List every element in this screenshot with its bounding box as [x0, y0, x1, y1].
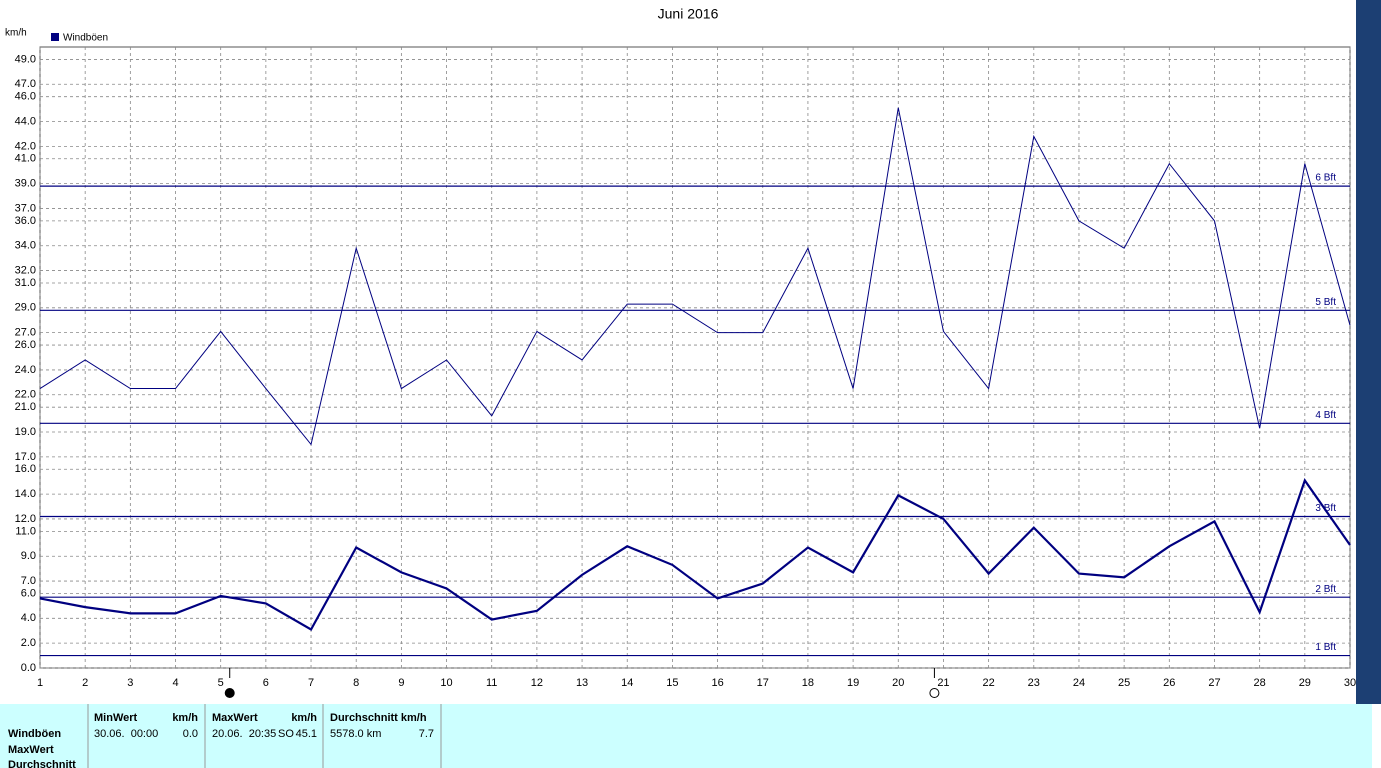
y-tick-label: 31.0 — [15, 277, 36, 289]
y-tick-label: 27.0 — [15, 327, 36, 339]
cell: 5578.0 km — [330, 728, 381, 740]
y-tick-label: 37.0 — [15, 202, 36, 214]
y-tick-label: 19.0 — [15, 426, 36, 438]
moon-marker — [224, 688, 235, 698]
legend-label: Windböen — [63, 33, 108, 44]
x-tick-label: 20 — [892, 677, 904, 689]
x-tick-label: 16 — [711, 677, 723, 689]
x-tick-label: 8 — [353, 677, 359, 689]
legend-swatch — [51, 33, 59, 41]
y-tick-label: 11.0 — [15, 525, 36, 537]
reference-label: 1 Bft — [1315, 642, 1336, 653]
x-tick-label: 23 — [1028, 677, 1040, 689]
x-tick-label: 25 — [1118, 677, 1130, 689]
y-tick-label: 41.0 — [15, 153, 36, 165]
y-tick-label: 32.0 — [15, 264, 36, 276]
stats-panel — [0, 704, 1372, 768]
y-tick-label: 42.0 — [15, 140, 36, 152]
y-tick-label: 16.0 — [15, 463, 36, 475]
reference-label: 4 Bft — [1315, 410, 1336, 421]
cell: 20.06. 20:35 — [212, 728, 276, 740]
x-tick-label: 12 — [531, 677, 543, 689]
y-tick-label: 49.0 — [15, 53, 36, 65]
x-tick-label: 9 — [398, 677, 404, 689]
y-tick-label: 34.0 — [15, 240, 36, 252]
window-edge — [1356, 0, 1381, 704]
cell: 7.7 — [419, 728, 434, 740]
header: MaxWert — [212, 712, 258, 724]
reference-label: 6 Bft — [1315, 173, 1336, 184]
y-tick-label: 47.0 — [15, 78, 36, 90]
x-tick-label: 30 — [1344, 677, 1356, 689]
x-tick-label: 13 — [576, 677, 588, 689]
x-tick-label: 3 — [127, 677, 133, 689]
y-tick-label: 22.0 — [15, 389, 36, 401]
x-tick-label: 17 — [757, 677, 769, 689]
x-tick-label: 6 — [263, 677, 269, 689]
x-tick-label: 27 — [1208, 677, 1220, 689]
x-tick-label: 7 — [308, 677, 314, 689]
reference-label: 5 Bft — [1315, 297, 1336, 308]
y-tick-label: 36.0 — [15, 215, 36, 227]
plot-frame — [39, 46, 1351, 669]
y-tick-label: 6.0 — [21, 587, 36, 599]
header: MinWert — [94, 712, 138, 724]
x-tick-label: 22 — [982, 677, 994, 689]
y-tick-label: 44.0 — [15, 115, 36, 127]
y-tick-label: 39.0 — [15, 178, 36, 190]
y-tick-label: 21.0 — [15, 401, 36, 413]
cell: 30.06. 00:00 — [94, 728, 158, 740]
x-tick-label: 21 — [937, 677, 949, 689]
x-tick-label: 14 — [621, 677, 633, 689]
y-tick-label: 7.0 — [21, 575, 36, 587]
x-tick-label: 2 — [82, 677, 88, 689]
x-tick-label: 26 — [1163, 677, 1175, 689]
row-label: Durchschnitt — [8, 759, 76, 768]
y-tick-label: 9.0 — [21, 550, 36, 562]
x-tick-label: 1 — [37, 677, 43, 689]
y-tick-label: 2.0 — [21, 637, 36, 649]
y-unit: km/h — [5, 28, 27, 39]
chart-title: Juni 2016 — [658, 6, 719, 22]
x-tick-label: 28 — [1254, 677, 1266, 689]
row-label: MaxWert — [8, 744, 54, 756]
header: km/h — [172, 712, 198, 724]
moon-marker — [929, 688, 940, 698]
reference-label: 2 Bft — [1315, 584, 1336, 595]
y-tick-label: 14.0 — [15, 488, 36, 500]
stats-dividers — [87, 704, 442, 768]
series-line — [39, 107, 1351, 446]
x-tick-label: 24 — [1073, 677, 1085, 689]
row-label: Windböen — [8, 728, 61, 740]
x-tick-label: 15 — [666, 677, 678, 689]
x-tick-label: 4 — [172, 677, 178, 689]
y-tick-label: 29.0 — [15, 302, 36, 314]
x-tick-label: 19 — [847, 677, 859, 689]
y-tick-label: 24.0 — [15, 364, 36, 376]
x-tick-label: 5 — [218, 677, 224, 689]
x-tick-label: 29 — [1299, 677, 1311, 689]
header: Durchschnitt km/h — [330, 712, 427, 724]
y-tick-label: 26.0 — [15, 339, 36, 351]
x-tick-label: 11 — [486, 677, 497, 689]
y-tick-label: 4.0 — [21, 612, 36, 624]
x-tick-label: 18 — [802, 677, 814, 689]
series-line — [39, 478, 1351, 632]
cell: 0.0 — [183, 728, 198, 740]
y-tick-label: 46.0 — [15, 91, 36, 103]
y-tick-label: 0.0 — [21, 662, 36, 674]
y-tick-label: 12.0 — [15, 513, 36, 525]
header: km/h — [291, 712, 317, 724]
y-tick-label: 17.0 — [15, 451, 36, 463]
cell: 45.1 — [296, 728, 317, 740]
x-tick-label: 10 — [440, 677, 452, 689]
cell: SO — [278, 728, 294, 740]
